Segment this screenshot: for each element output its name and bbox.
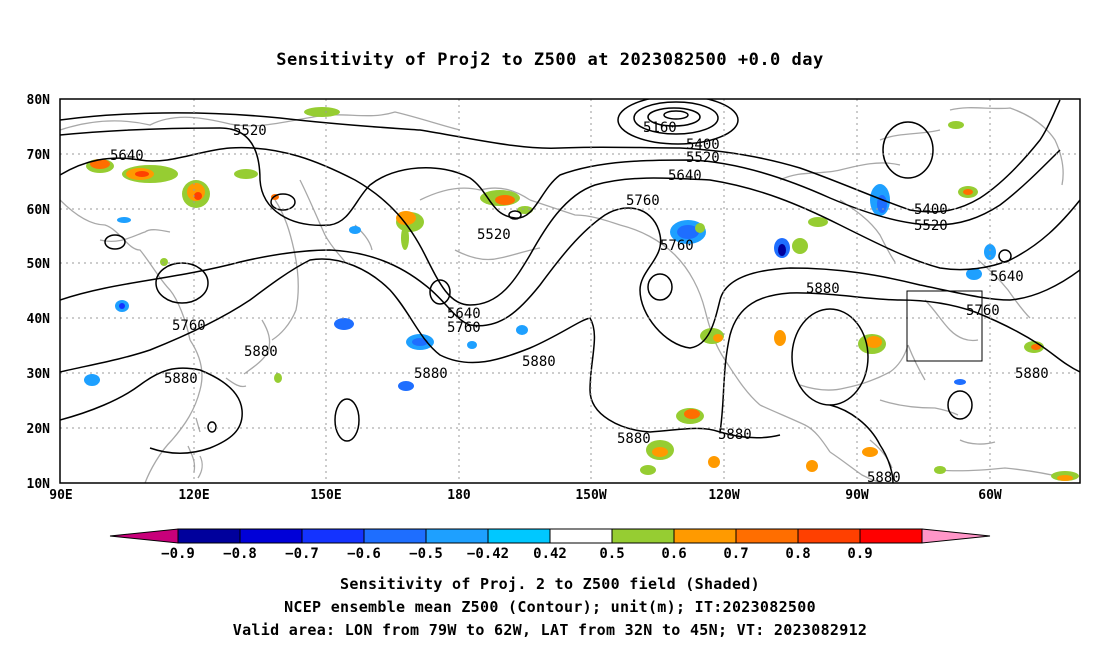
lon-label: 120E	[178, 488, 209, 503]
contour-label: 5520	[914, 218, 948, 234]
lat-label: 20N	[27, 422, 51, 437]
contour-label: 5400	[914, 202, 948, 218]
colorbar-cell	[177, 528, 241, 544]
colorbar-cell	[673, 528, 737, 544]
contour-label: 5880	[867, 470, 901, 486]
z500-contours	[60, 99, 1080, 483]
contour-label: 5640	[668, 168, 702, 184]
colorbar-label: 0.8	[785, 546, 810, 562]
colorbar-cell	[301, 528, 365, 544]
colorbar-cell	[735, 528, 799, 544]
contour-label: 5520	[477, 227, 511, 243]
caption-contour: NCEP ensemble mean Z500 (Contour); unit(…	[284, 598, 816, 616]
colorbar-cell	[425, 528, 489, 544]
colorbar-cell	[363, 528, 427, 544]
colorbar-label: −0.42	[467, 546, 509, 562]
contour-label: 5760	[172, 318, 206, 334]
contour-label: 5880	[164, 371, 198, 387]
colorbar-cell	[549, 528, 613, 544]
contour-label: 5880	[1015, 366, 1049, 382]
colorbar-label: 0.7	[723, 546, 748, 562]
lat-label: 30N	[27, 367, 51, 382]
colorbar-label: −0.5	[409, 546, 443, 562]
colorbar-label: 0.6	[661, 546, 686, 562]
grid-lines	[60, 99, 1080, 483]
caption-valid-area: Valid area: LON from 79W to 62W, LAT fro…	[232, 621, 868, 639]
colorbar-cell	[487, 528, 551, 544]
contour-label: 5760	[660, 238, 694, 254]
contour-label: 5520	[686, 150, 720, 166]
contour-label: 5880	[617, 431, 651, 447]
longitude-labels: 90E 120E 150E 180 150W 120W 90W 60W	[49, 488, 1002, 503]
lon-label: 90W	[845, 488, 869, 503]
lat-label: 40N	[27, 312, 51, 327]
colorbar-label: 0.9	[847, 546, 872, 562]
contour-label: 5760	[966, 303, 1000, 319]
colorbar-label: 0.42	[533, 546, 567, 562]
lon-label: 150W	[575, 488, 606, 503]
contour-label: 5880	[244, 344, 278, 360]
sensitivity-shading	[84, 107, 1079, 481]
contour-label: 5520	[233, 123, 267, 139]
contour-label: 5760	[447, 320, 481, 336]
contour-label: 5640	[990, 269, 1024, 285]
contour-label: 5880	[414, 366, 448, 382]
colorbar-label: −0.6	[347, 546, 381, 562]
lat-label: 50N	[27, 257, 51, 272]
contour-label: 5160	[643, 120, 677, 136]
colorbar-cell	[921, 528, 991, 544]
contour-label: 5880	[806, 281, 840, 297]
colorbar-label: −0.7	[285, 546, 319, 562]
colorbar-cell	[109, 528, 179, 544]
lon-label: 180	[447, 488, 471, 503]
lon-label: 120W	[708, 488, 739, 503]
caption-shading: Sensitivity of Proj. 2 to Z500 field (Sh…	[340, 575, 760, 593]
contour-label: 5880	[522, 354, 556, 370]
plot-frame	[59, 98, 1081, 484]
lon-label: 60W	[978, 488, 1002, 503]
contour-labels: 5520 5640 5160 5400 5520 5640 5760 5520 …	[110, 120, 1049, 486]
contour-label: 5880	[718, 427, 752, 443]
contour-label: 5760	[626, 193, 660, 209]
colorbar-label: −0.8	[223, 546, 257, 562]
colorbar-cell	[859, 528, 923, 544]
lat-label: 60N	[27, 203, 51, 218]
contour-label: 5400	[686, 137, 720, 153]
contour-label: 5640	[447, 306, 481, 322]
lon-label: 150E	[310, 488, 341, 503]
lat-label: 10N	[27, 477, 51, 492]
colorbar-cell	[239, 528, 303, 544]
colorbar-label: −0.9	[161, 546, 195, 562]
lat-label: 80N	[27, 93, 51, 108]
colorbar-label: 0.5	[599, 546, 624, 562]
colorbar-cell	[611, 528, 675, 544]
colorbar-cell	[797, 528, 861, 544]
contour-label: 5640	[110, 148, 144, 164]
latitude-labels: 80N 70N 60N 50N 40N 30N 20N 10N	[27, 93, 51, 492]
lon-label: 90E	[49, 488, 72, 503]
valid-area-box	[906, 290, 983, 362]
lat-label: 70N	[27, 148, 51, 163]
coastlines	[60, 107, 1066, 483]
plot-title: Sensitivity of Proj2 to Z500 at 20230825…	[276, 50, 824, 70]
